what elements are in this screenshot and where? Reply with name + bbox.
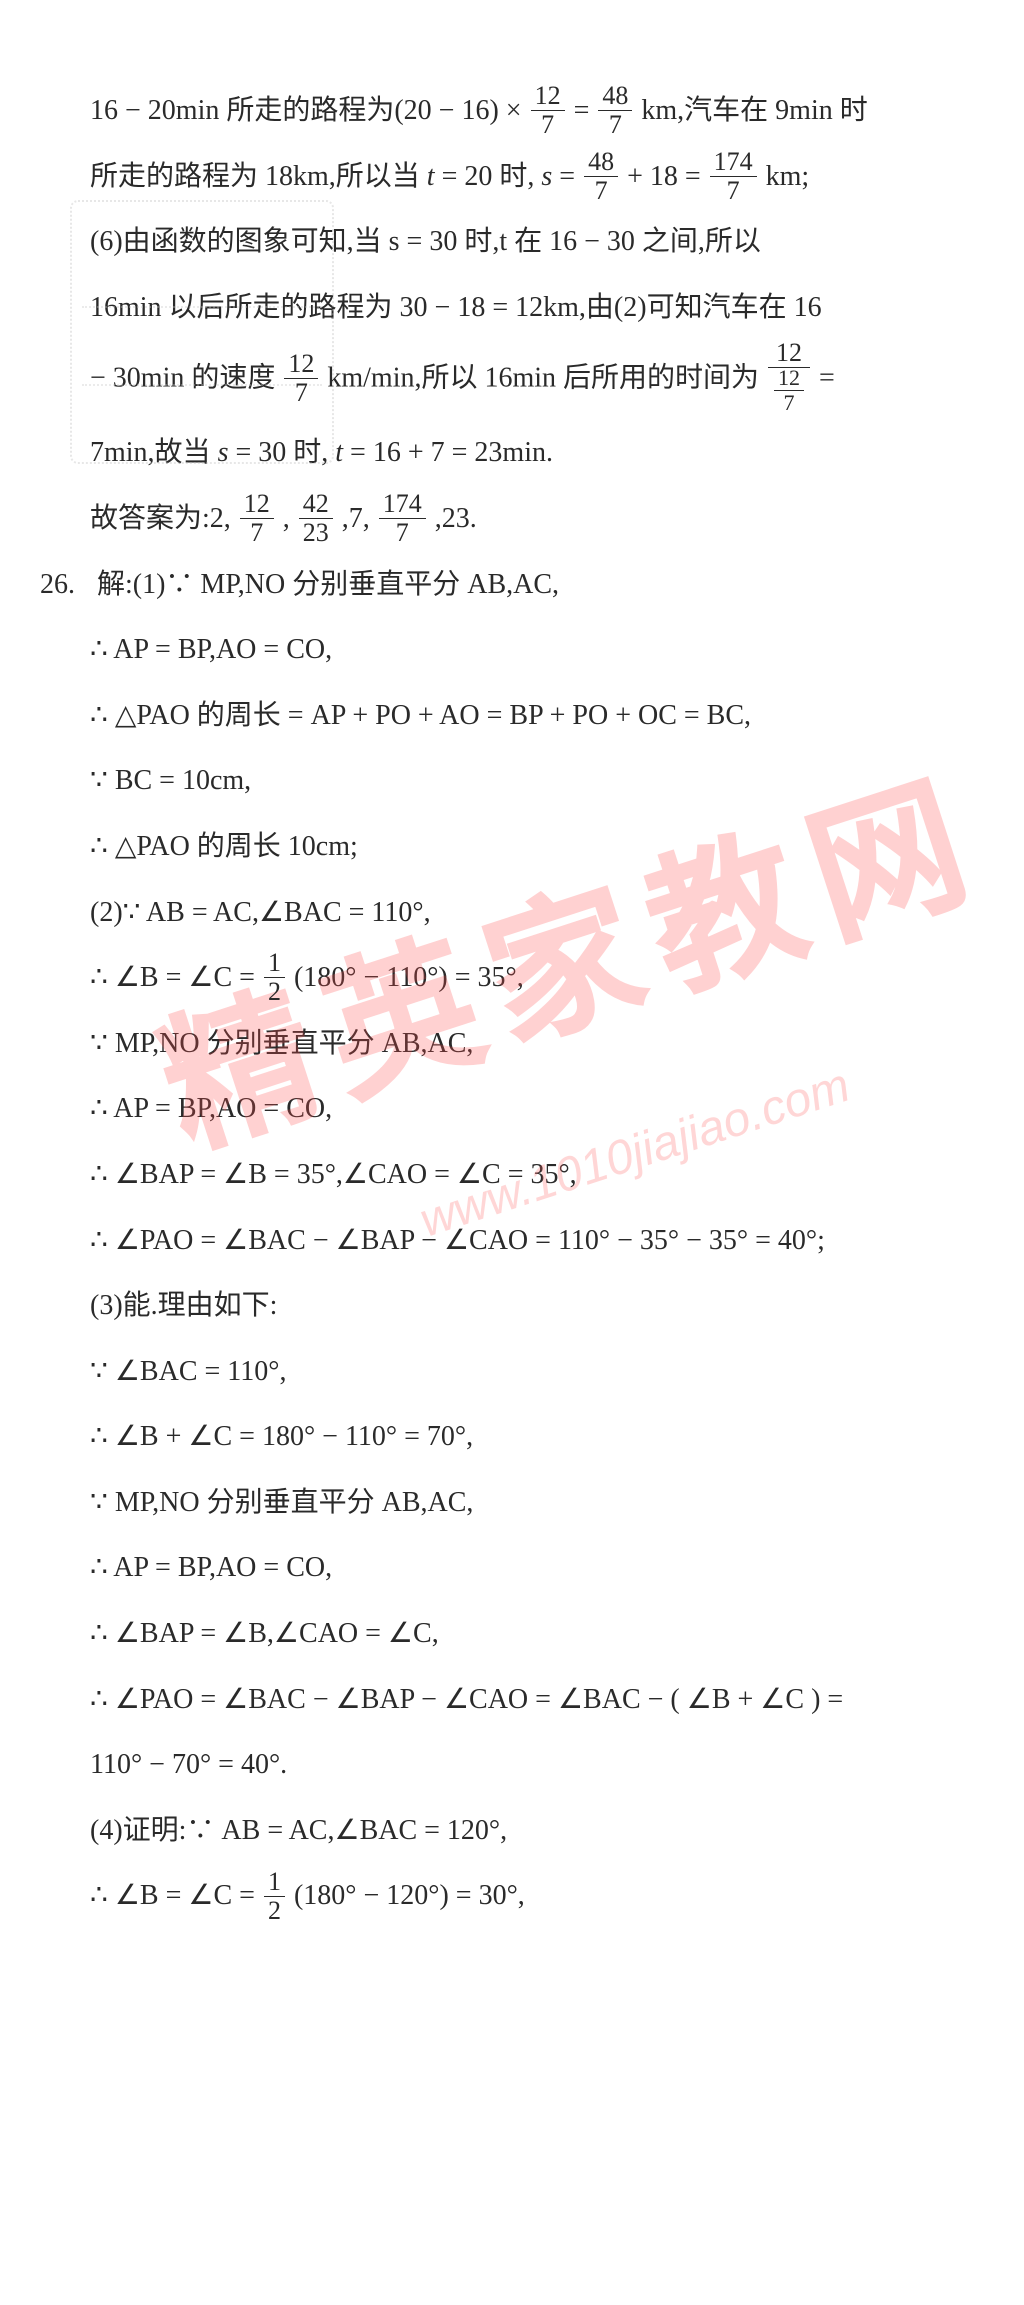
text: = 16 + 7 = 23min. (350, 437, 553, 468)
text: ,23. (435, 503, 477, 534)
text-line: ∵ MP,NO 分别垂直平分 AB,AC, (90, 1472, 1024, 1534)
fraction-48-7: 48 7 (582, 149, 620, 204)
text: km,汽车在 9min 时 (641, 95, 867, 126)
text-line: (2)∵ AB = AC,∠BAC = 110°, (90, 882, 1024, 944)
fraction-174-7: 174 7 (377, 491, 428, 546)
text-line: 所走的路程为 18km,所以当 t = 20 时, s = 48 7 + 18 … (90, 146, 1024, 208)
text-line: 110° − 70° = 40°. (90, 1734, 1024, 1796)
text-line: ∴ ∠PAO = ∠BAC − ∠BAP − ∠CAO = 110° − 35°… (90, 1210, 1024, 1272)
fraction-48-7: 48 7 (596, 83, 634, 138)
text: (180° − 120°) = 30°, (294, 1880, 525, 1911)
fraction-nested: 12 12 7 (766, 340, 812, 416)
text: = 30 时, (235, 437, 328, 468)
text: = (574, 95, 597, 126)
text: (180° − 110°) = 35°, (294, 962, 524, 993)
text-line: ∵ MP,NO 分别垂直平分 AB,AC, (90, 1013, 1024, 1075)
text-line: ∴ ∠PAO = ∠BAC − ∠BAP − ∠CAO = ∠BAC − ( ∠… (90, 1669, 1024, 1731)
text: 7min,故当 (90, 437, 218, 468)
fraction-42-23: 42 23 (297, 491, 335, 546)
text: 解:(1)∵ MP,NO 分别垂直平分 AB,AC, (97, 569, 559, 600)
text-line: ∴ AP = BP,AO = CO, (90, 1078, 1024, 1140)
text-line: 16min 以后所走的路程为 30 − 18 = 12km,由(2)可知汽车在 … (90, 277, 1024, 339)
text-line: ∴ △PAO 的周长 = AP + PO + AO = BP + PO + OC… (90, 685, 1024, 747)
text: 所走的路程为 18km,所以当 (90, 161, 427, 192)
question-number-26: 26. (40, 554, 90, 616)
var-s: s (218, 437, 229, 468)
text-line: (6)由函数的图象可知,当 s = 30 时,t 在 16 − 30 之间,所以 (90, 211, 1024, 273)
text-line: ∴ AP = BP,AO = CO, (90, 1537, 1024, 1599)
fraction-denominator: 12 7 (768, 368, 810, 416)
text: km; (766, 161, 810, 192)
var-t: t (427, 161, 435, 192)
fraction-12-7: 12 7 (238, 491, 276, 546)
fraction-12-7: 12 7 (529, 83, 567, 138)
text-line: ∵ ∠BAC = 110°, (90, 1341, 1024, 1403)
text: − 30min 的速度 (90, 363, 275, 394)
text-line: (4)证明:∵ AB = AC,∠BAC = 120°, (90, 1800, 1024, 1862)
text-line: ∴ ∠BAP = ∠B,∠CAO = ∠C, (90, 1603, 1024, 1665)
text: 16 − 20min 所走的路程为(20 − 16) × (90, 95, 529, 126)
text-line: ∴ ∠B + ∠C = 180° − 110° = 70°, (90, 1406, 1024, 1468)
text: ∴ ∠B = ∠C = (90, 1880, 262, 1911)
text-line: ∴ △PAO 的周长 10cm; (90, 816, 1024, 878)
text-line: 16 − 20min 所走的路程为(20 − 16) × 12 7 = 48 7… (90, 80, 1024, 142)
text-line: 故答案为:2, 12 7 , 42 23 ,7, 174 7 ,23. (90, 488, 1024, 550)
text: 故答案为:2, (90, 503, 231, 534)
text-line: ∴ ∠B = ∠C = 1 2 (180° − 110°) = 35°, (90, 947, 1024, 1009)
text-line: 7min,故当 s = 30 时, t = 16 + 7 = 23min. (90, 422, 1024, 484)
fraction-1-2: 1 2 (262, 950, 287, 1005)
text-line: (3)能.理由如下: (90, 1275, 1024, 1337)
text-line: ∴ AP = BP,AO = CO, (90, 619, 1024, 681)
text: ,7, (342, 503, 370, 534)
var-t: t (335, 437, 343, 468)
fraction-174-7: 174 7 (708, 149, 759, 204)
fraction-12-7: 12 7 (282, 351, 320, 406)
text: , (283, 503, 290, 534)
text: km/min,所以 16min 后所用的时间为 (327, 363, 759, 394)
text: = 20 时, (442, 161, 535, 192)
text-line: ∴ ∠BAP = ∠B = 35°,∠CAO = ∠C = 35°, (90, 1144, 1024, 1206)
text-line: ∵ BC = 10cm, (90, 750, 1024, 812)
text: = (559, 161, 582, 192)
var-s: s (541, 161, 552, 192)
text: = (819, 363, 835, 394)
text-line: 26. 解:(1)∵ MP,NO 分别垂直平分 AB,AC, (90, 554, 1024, 616)
text: ∴ ∠B = ∠C = (90, 962, 262, 993)
fraction-1-2: 1 2 (262, 1869, 287, 1924)
fraction-12-7: 12 7 (772, 367, 806, 414)
text-line: ∴ ∠B = ∠C = 1 2 (180° − 120°) = 30°, (90, 1865, 1024, 1927)
text-line: − 30min 的速度 12 7 km/min,所以 16min 后所用的时间为… (90, 342, 1024, 418)
text: + 18 = (627, 161, 708, 192)
